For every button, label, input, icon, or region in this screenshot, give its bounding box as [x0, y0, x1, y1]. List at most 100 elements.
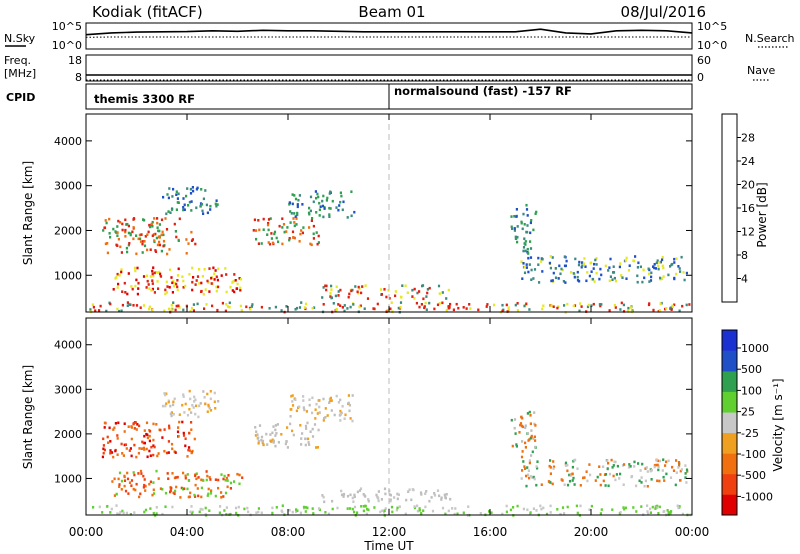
scatter-cell [315, 196, 318, 200]
scatter-cell [153, 492, 156, 495]
scatter-cell [377, 496, 380, 500]
scatter-cell [467, 505, 470, 508]
scatter-cell [227, 474, 230, 477]
scatter-cell [309, 195, 313, 199]
scatter-cell [551, 482, 554, 486]
scatter-cell [582, 476, 585, 480]
scatter-cell [175, 208, 178, 211]
scatter-cell [311, 396, 314, 400]
scatter-cell [164, 404, 167, 408]
scatter-cell [613, 460, 616, 464]
scatter-cell [684, 464, 687, 467]
scatter-cell [637, 462, 640, 465]
scatter-cell [305, 410, 308, 413]
scatter-cell [164, 505, 167, 508]
scatter-cell [513, 426, 516, 430]
scatter-cell [315, 231, 318, 234]
scatter-cell [593, 280, 596, 283]
power-frame [85, 113, 693, 313]
scatter-cell [294, 215, 297, 218]
scatter-cell [548, 464, 551, 468]
scatter-cell [322, 215, 325, 219]
scatter-cell [239, 286, 242, 290]
scatter-cell [194, 398, 197, 402]
scatter-cell [118, 512, 121, 516]
scatter-cell [366, 297, 370, 300]
scatter-cell [191, 404, 194, 407]
scatter-cell [199, 205, 202, 208]
scatter-cell [231, 289, 234, 292]
scatter-cell [325, 199, 328, 202]
scatter-cell [384, 492, 387, 496]
scatter-cell [361, 285, 364, 288]
scatter-cell [389, 499, 392, 503]
scatter-cell [302, 226, 305, 229]
scatter-cell [117, 477, 120, 481]
scatter-cell [348, 292, 351, 296]
scatter-cell [671, 305, 674, 308]
scatter-cell [195, 404, 198, 408]
scatter-cell [177, 201, 180, 204]
scatter-cell [520, 477, 523, 480]
scatter-cell [447, 288, 450, 292]
scatter-cell [138, 495, 141, 499]
nsky-series-line [85, 28, 693, 36]
scatter-cell [213, 278, 216, 281]
scatter-cell [490, 511, 493, 514]
scatter-cell [296, 211, 299, 215]
scatter-cell [153, 291, 156, 294]
scatter-cell [321, 494, 324, 497]
scatter-cell [532, 277, 535, 280]
scatter-cell [526, 247, 529, 251]
scatter-cell [221, 301, 224, 305]
scatter-cell [286, 446, 289, 449]
scatter-cell [145, 274, 149, 278]
scatter-cell [312, 224, 315, 228]
scatter-cell [149, 454, 152, 457]
scatter-cell [130, 454, 133, 458]
scatter-cell [674, 483, 677, 487]
scatter-cell [184, 474, 187, 478]
scatter-cell [270, 232, 273, 235]
scatter-cell [623, 507, 626, 511]
scatter-cell [176, 288, 179, 292]
scatter-cell [661, 258, 664, 262]
scatter-cell [353, 505, 357, 509]
scatter-cell [656, 506, 659, 510]
scatter-cell [574, 257, 577, 261]
scatter-cell [193, 400, 196, 403]
scatter-cell [302, 505, 306, 509]
scatter-cell [169, 211, 172, 214]
scatter-cell [657, 512, 660, 515]
scatter-cell [638, 479, 641, 483]
scatter-cell [142, 486, 145, 489]
scatter-cell [330, 296, 333, 300]
scatter-cell [162, 195, 165, 199]
scatter-cell [158, 270, 161, 274]
scatter-cell [267, 218, 271, 221]
scatter-cell [181, 420, 184, 424]
scatter-cell [526, 230, 529, 234]
scatter-cell [119, 245, 122, 249]
scatter-cell [170, 208, 174, 211]
scatter-cell [109, 451, 112, 455]
scatter-cell [255, 430, 258, 433]
scatter-cell [352, 303, 355, 306]
scatter-cell [288, 201, 291, 204]
scatter-cell [659, 276, 662, 280]
scatter-cell [134, 284, 137, 288]
scatter-cell [200, 188, 203, 191]
scatter-cell [92, 506, 95, 509]
scatter-cell [305, 427, 308, 430]
scatter-cell [599, 483, 602, 487]
scatter-cell [224, 267, 227, 270]
scatter-cell [149, 248, 152, 251]
scatter-cell [202, 212, 205, 215]
scatter-cell [182, 393, 185, 396]
scatter-cell [121, 222, 124, 226]
scatter-cell [192, 406, 195, 409]
scatter-cell [321, 204, 325, 208]
scatter-cell [295, 223, 298, 226]
scatter-cell [286, 426, 289, 429]
scatter-cell [632, 259, 635, 262]
